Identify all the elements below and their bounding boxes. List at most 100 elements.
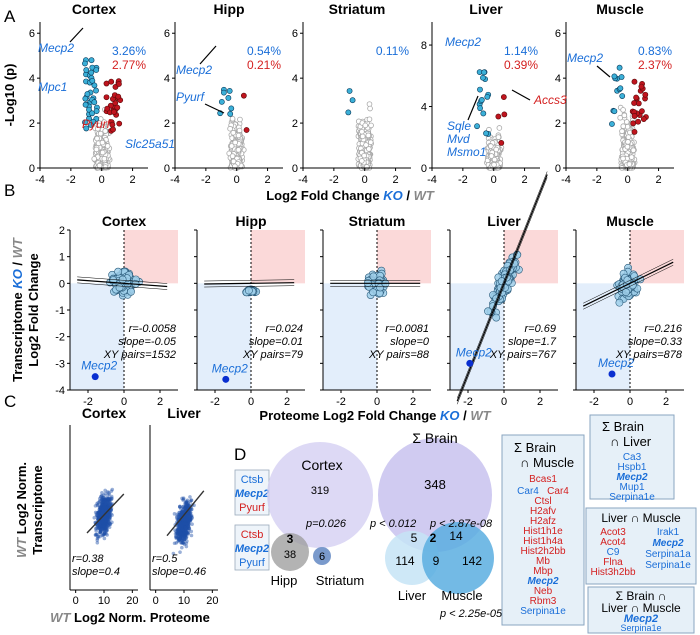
scatter-point (102, 523, 107, 528)
x-tick-label: 0 (234, 174, 240, 186)
scatter-point (99, 519, 104, 524)
volcano-point (229, 115, 236, 122)
volcano-point-down (218, 98, 225, 105)
mecp2-label: Mecp2 (598, 356, 634, 370)
gene-box: Ctsb Mecp2 Pyurf (234, 524, 270, 571)
y-axis-label-part: WT (14, 537, 29, 558)
volcano-point (367, 139, 374, 146)
scatter-point (177, 528, 181, 532)
x-tick-label: 0 (627, 396, 633, 408)
volcano-point-down (227, 111, 234, 117)
percent-down: 0.54% (247, 44, 281, 58)
percent-up: 2.77% (112, 58, 146, 72)
scatter-point (188, 495, 192, 499)
scatter-point (108, 502, 113, 506)
scatter-point (103, 506, 108, 511)
y-axis-label-part: Log2 Norm. (14, 462, 29, 538)
stat-r: r=0.024 (265, 323, 303, 335)
volcano-point-down (609, 121, 615, 127)
percent-down: 1.14% (504, 44, 538, 58)
arrow (204, 103, 225, 114)
volcano-point-down (477, 105, 483, 112)
scatter-point (105, 517, 110, 522)
y-tick-label: -4 (55, 385, 65, 397)
x-axis-label-part: KO (383, 188, 403, 203)
scatter-point (97, 511, 102, 516)
mecp2-point (466, 359, 474, 367)
scatter-point (100, 519, 105, 524)
volcano-point-up (631, 78, 638, 85)
venn-pvalue: p < 2.25e-05 (439, 608, 503, 620)
scatter-point (109, 494, 114, 499)
x-tick-label: -4 (35, 174, 45, 186)
scatter-point (101, 524, 106, 528)
volcano-point (363, 142, 369, 148)
volcano-point-down (88, 57, 95, 64)
mecp2-label: Mecp2 (81, 359, 117, 373)
scatter-point (102, 532, 106, 536)
scatter-point (99, 501, 104, 506)
volcano-point (624, 143, 631, 150)
corr-point (244, 286, 253, 295)
scatter-point (178, 504, 182, 509)
scatter-point (103, 504, 108, 509)
scatter-point (97, 496, 102, 501)
box-gene: Serpina1e (645, 560, 691, 571)
scatter-point (99, 522, 104, 526)
box-title: Σ Brain (514, 440, 556, 455)
scatter-point (100, 498, 105, 503)
stat-pairs: XY pairs=878 (615, 349, 683, 361)
scatter-point (103, 530, 107, 535)
scatter-point (103, 521, 107, 526)
scatter-point (100, 524, 105, 529)
scatter-point (100, 518, 105, 523)
scatter-point (97, 510, 102, 515)
scatter-point (100, 507, 104, 512)
scatter-point (100, 500, 104, 505)
scatter-point (95, 513, 100, 518)
volcano-point-down (93, 67, 100, 73)
volcano-point (97, 130, 104, 137)
volcano-point-down (89, 110, 95, 117)
x-tick-label: 0 (153, 595, 159, 607)
x-tick-label: 2 (663, 396, 669, 408)
scatter-point (184, 500, 188, 505)
scatter-point (172, 541, 177, 546)
y-tick-label: 0 (164, 163, 170, 175)
scatter-point (99, 506, 103, 511)
quadrant-up (251, 230, 305, 284)
scatter-point (102, 531, 107, 535)
volcano-point (237, 116, 243, 123)
gene-name: Ctsb (241, 529, 264, 541)
scatter-point (102, 507, 106, 512)
volcano-point (368, 122, 374, 129)
scatter-point (103, 506, 107, 510)
stat-slope: slope=1.7 (508, 336, 557, 348)
scatter-point (101, 497, 105, 502)
box-gene: Irak1 (657, 527, 680, 538)
y-tick-label: 0 (421, 163, 427, 175)
percent-up: 0.39% (504, 58, 538, 72)
y-tick-label: 2 (555, 118, 561, 130)
volcano-point-down (345, 109, 352, 116)
volcano-point-down (483, 130, 489, 137)
y-axis-label-part: / (10, 258, 25, 269)
x-axis-label-part: WT (470, 408, 491, 423)
volcano-point-down (474, 123, 480, 130)
scatter-point (186, 514, 191, 518)
volcano-point (227, 125, 233, 132)
x-tick-label: -4 (170, 174, 180, 186)
gene-label: Mecp2 (567, 51, 603, 65)
ci-line (77, 276, 168, 284)
scatter-point (185, 539, 189, 543)
volcano-point-up (243, 127, 250, 133)
scatter-point (96, 523, 100, 527)
scatter-point (189, 529, 194, 534)
y-tick-label: 6 (164, 28, 170, 40)
box-gene: Serpina1a (645, 549, 691, 560)
scatter-point (104, 504, 108, 509)
scatter-point (100, 501, 105, 506)
scatter-point (103, 506, 107, 511)
